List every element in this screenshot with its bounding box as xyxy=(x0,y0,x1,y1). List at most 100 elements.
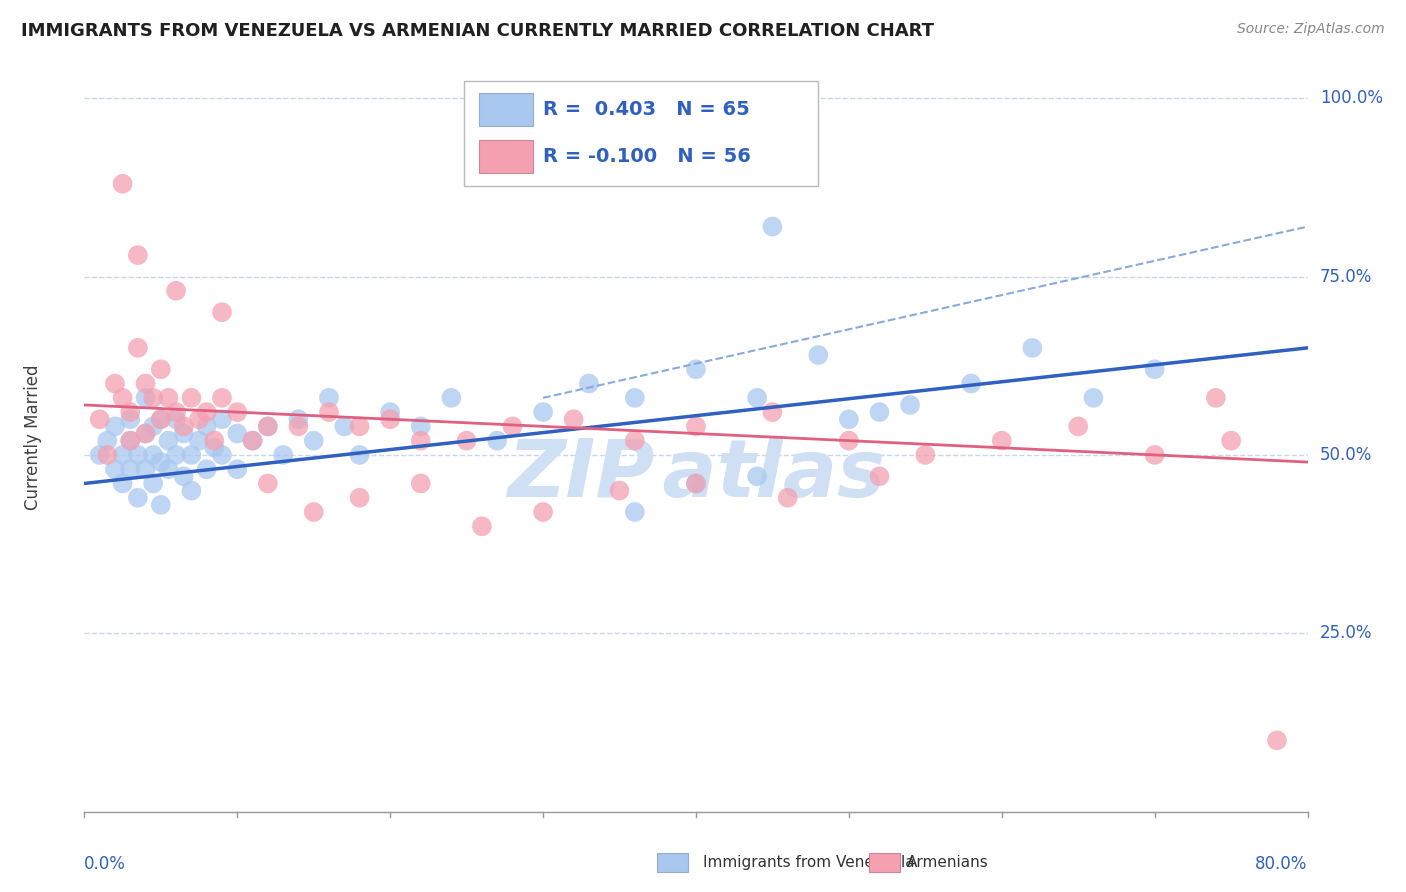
Point xyxy=(761,219,783,234)
Point xyxy=(409,419,432,434)
Point xyxy=(531,405,554,419)
Point xyxy=(149,498,172,512)
Point xyxy=(135,462,157,476)
Point xyxy=(127,448,149,462)
Point xyxy=(531,505,554,519)
Point xyxy=(624,505,647,519)
Text: Source: ZipAtlas.com: Source: ZipAtlas.com xyxy=(1237,22,1385,37)
Point xyxy=(914,448,936,462)
Point xyxy=(242,434,264,448)
Point xyxy=(149,412,172,426)
Point xyxy=(349,419,371,434)
Point xyxy=(142,391,165,405)
Point xyxy=(333,419,356,434)
Point xyxy=(120,434,142,448)
Point xyxy=(104,376,127,391)
Point xyxy=(440,391,463,405)
Point xyxy=(226,462,249,476)
Point xyxy=(226,405,249,419)
Point xyxy=(747,469,769,483)
Point xyxy=(318,391,340,405)
Point xyxy=(173,419,195,434)
Point xyxy=(104,462,127,476)
Point xyxy=(142,476,165,491)
Point xyxy=(135,376,157,391)
Point xyxy=(257,419,280,434)
Point xyxy=(165,284,187,298)
Point xyxy=(609,483,631,498)
Point xyxy=(165,412,187,426)
Point xyxy=(624,434,647,448)
Point xyxy=(456,434,478,448)
Point xyxy=(211,448,233,462)
Text: 50.0%: 50.0% xyxy=(1320,446,1372,464)
Point xyxy=(211,305,233,319)
Point xyxy=(747,391,769,405)
Point xyxy=(120,412,142,426)
Point xyxy=(960,376,983,391)
Point xyxy=(96,448,118,462)
Point xyxy=(409,476,432,491)
Point xyxy=(562,412,585,426)
Point xyxy=(96,434,118,448)
Point xyxy=(211,391,233,405)
Point xyxy=(111,391,134,405)
Text: Armenians: Armenians xyxy=(907,855,988,870)
Point xyxy=(271,448,294,462)
Point xyxy=(165,448,187,462)
Point xyxy=(242,434,264,448)
Point xyxy=(149,412,172,426)
Text: 75.0%: 75.0% xyxy=(1320,268,1372,285)
Text: 100.0%: 100.0% xyxy=(1320,89,1384,107)
FancyBboxPatch shape xyxy=(479,93,533,126)
Point xyxy=(838,412,860,426)
Point xyxy=(471,519,494,533)
Point xyxy=(135,391,157,405)
Point xyxy=(380,412,402,426)
Point xyxy=(202,441,225,455)
Point xyxy=(1083,391,1105,405)
Point xyxy=(624,391,647,405)
Point xyxy=(287,412,309,426)
Point xyxy=(127,341,149,355)
Point xyxy=(1205,391,1227,405)
Point xyxy=(318,405,340,419)
Point xyxy=(188,434,211,448)
Point xyxy=(104,419,127,434)
Point xyxy=(1143,362,1166,376)
Point xyxy=(195,405,218,419)
Text: IMMIGRANTS FROM VENEZUELA VS ARMENIAN CURRENTLY MARRIED CORRELATION CHART: IMMIGRANTS FROM VENEZUELA VS ARMENIAN CU… xyxy=(21,22,934,40)
Text: 80.0%: 80.0% xyxy=(1256,855,1308,872)
Point xyxy=(127,491,149,505)
Point xyxy=(869,405,891,419)
Point xyxy=(111,476,134,491)
Point xyxy=(149,455,172,469)
Point xyxy=(195,462,218,476)
Point xyxy=(120,462,142,476)
Point xyxy=(202,434,225,448)
Point xyxy=(869,469,891,483)
Point xyxy=(685,362,707,376)
Point xyxy=(349,491,371,505)
Point xyxy=(776,491,799,505)
Text: Currently Married: Currently Married xyxy=(24,364,42,510)
Point xyxy=(302,434,325,448)
Text: 25.0%: 25.0% xyxy=(1320,624,1372,642)
Text: R =  0.403   N = 65: R = 0.403 N = 65 xyxy=(543,100,749,120)
Point xyxy=(1067,419,1090,434)
Point xyxy=(111,177,134,191)
FancyBboxPatch shape xyxy=(479,140,533,172)
Point xyxy=(195,419,218,434)
Point xyxy=(89,412,111,426)
Point xyxy=(89,448,111,462)
Point xyxy=(1265,733,1288,747)
Point xyxy=(685,476,707,491)
Point xyxy=(142,419,165,434)
Point xyxy=(807,348,830,362)
Point xyxy=(409,434,432,448)
Point xyxy=(157,391,180,405)
Point xyxy=(257,419,280,434)
Text: Immigrants from Venezuela: Immigrants from Venezuela xyxy=(703,855,915,870)
Point xyxy=(380,405,402,419)
Point xyxy=(165,405,187,419)
